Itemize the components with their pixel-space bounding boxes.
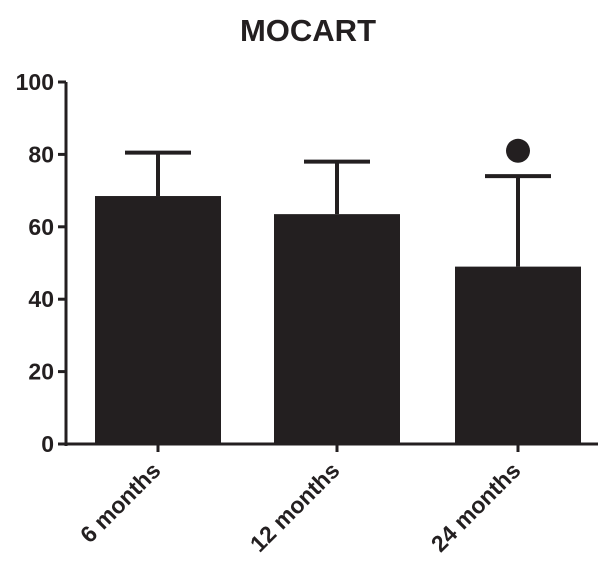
x-tick-label-0: 6 months [75, 457, 166, 548]
y-tick-label-1: 20 [28, 359, 54, 385]
x-tick-label-2: 24 months [426, 457, 526, 557]
y-tick-label-5: 100 [16, 69, 54, 95]
plot-area [95, 138, 581, 444]
significance-marker-0 [506, 138, 530, 163]
y-tick-label-0: 0 [41, 431, 54, 457]
y-tick-label-4: 80 [28, 141, 54, 167]
chart-title: MOCART [240, 13, 376, 48]
bar-1 [274, 214, 400, 444]
y-tick-label-3: 60 [28, 214, 54, 240]
bar-0 [95, 196, 221, 444]
x-tick-label-1: 12 months [245, 457, 345, 557]
bar-2 [455, 266, 581, 444]
y-tick-label-2: 40 [28, 286, 54, 312]
